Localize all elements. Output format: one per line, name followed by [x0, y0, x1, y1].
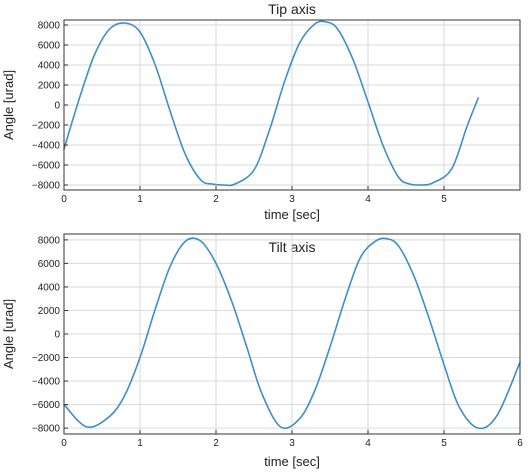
y-tick-label: −6000 [32, 400, 61, 411]
y-tick-label: 4000 [38, 282, 61, 293]
x-tick-label: 3 [289, 194, 295, 205]
x-tick-label: 1 [137, 438, 143, 449]
tilt-axis-chart: Tilt axis 0 1 2 3 4 5 6−8000−6000−4000−2000020… [1, 233, 523, 469]
y-axis-label: Angle [urad] [1, 299, 16, 369]
x-tick-label: 5 [441, 194, 447, 205]
x-tick-label: 4 [365, 438, 371, 449]
ticks: 0 1 2 3 4 5 6 −8000 −6000 −4000 −2000 0 2000 4000 6000… [32, 235, 523, 449]
grid [63, 234, 521, 434]
series-layer [63, 20, 479, 187]
y-axis-label: Angle [urad] [1, 70, 16, 140]
x-tick-label: 2 [213, 194, 219, 205]
x-tick-label: 1 [137, 194, 143, 205]
x-tick-label: 6 [517, 438, 523, 449]
y-tick-label: 2000 [38, 306, 61, 317]
x-tick-label: 5 [441, 438, 447, 449]
chart-title: Tip axis [268, 1, 316, 17]
y-tick-label: 0 [54, 101, 60, 112]
ticks: 0 1 2 3 4 5 −8000 −6000 −4000 −2000 0 2000 4000 6000 8… [32, 21, 447, 206]
y-tick-label: −8000 [32, 424, 61, 435]
y-tick-label: −2000 [32, 353, 61, 364]
x-tick-label: 0 [61, 438, 67, 449]
y-tick-label: 8000 [38, 21, 61, 32]
y-tick-label: −4000 [32, 141, 61, 152]
y-tick-label: 2000 [38, 81, 61, 92]
x-tick-label: 0 [61, 194, 67, 205]
y-tick-label: −6000 [32, 161, 61, 172]
x-tick-label: 2 [213, 438, 219, 449]
x-axis-label: time [sec] [264, 454, 320, 469]
series-line [63, 237, 521, 430]
y-tick-label: 4000 [38, 61, 61, 72]
series-layer [63, 237, 521, 430]
grid [63, 20, 520, 190]
y-tick-label: −8000 [32, 181, 61, 192]
y-tick-label: 0 [54, 330, 60, 341]
y-tick-label: −2000 [32, 121, 61, 132]
x-axis-label: time [sec] [264, 207, 320, 222]
x-tick-label: 4 [365, 194, 371, 205]
tip-axis-chart: Tip axis 0 1 2 3 4 5 −8000 −6000 −4000 −2000 0 2000… [1, 1, 521, 222]
y-tick-label: 6000 [38, 41, 61, 52]
x-tick-label: 3 [289, 438, 295, 449]
y-tick-label: 8000 [38, 235, 61, 246]
y-tick-label: −4000 [32, 377, 61, 388]
y-tick-label: 6000 [38, 259, 61, 270]
series-line [63, 20, 479, 187]
